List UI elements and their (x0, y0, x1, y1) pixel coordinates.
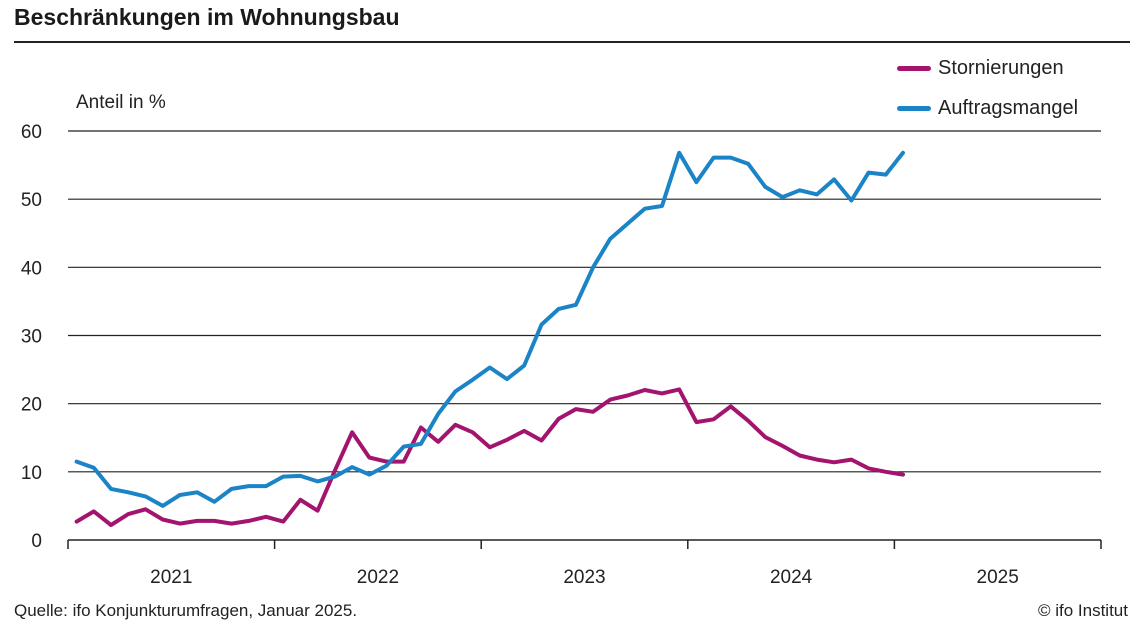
legend-swatch-auftragsmangel (897, 105, 931, 111)
x-tick-label-2023: 2023 (563, 567, 605, 588)
legend-swatch-stornierungen (897, 65, 931, 71)
y-axis-label: Anteil in % (76, 92, 166, 113)
x-tick-label-2021: 2021 (150, 567, 192, 588)
legend-label-auftragsmangel: Auftragsmangel (938, 96, 1079, 119)
copyright-note: © ifo Institut (1037, 601, 1128, 620)
title-rule (14, 41, 1130, 43)
y-tick-label-50: 50 (21, 190, 42, 211)
legend-item-stornierungen: Stornierungen (897, 48, 1078, 88)
y-tick-label-40: 40 (21, 258, 42, 279)
source-note: Quelle: ifo Konjunkturumfragen, Januar 2… (14, 601, 358, 620)
y-tick-label-0: 0 (31, 531, 42, 552)
series-line-auftragsmangel (74, 150, 905, 508)
x-tick-label-2025: 2025 (977, 567, 1019, 588)
series-line-stornierungen (74, 387, 905, 527)
y-tick-label-10: 10 (21, 463, 42, 484)
chart-title: Beschränkungen im Wohnungsbau (14, 4, 400, 30)
x-tick-label-2022: 2022 (357, 567, 399, 588)
y-tick-label-60: 60 (21, 122, 42, 143)
legend-item-auftragsmangel: Auftragsmangel (897, 88, 1078, 128)
y-tick-label-30: 30 (21, 327, 42, 348)
x-tick-label-2024: 2024 (770, 567, 813, 588)
y-tick-label-20: 20 (21, 395, 42, 416)
legend-label-stornierungen: Stornierungen (938, 56, 1064, 79)
legend: Stornierungen Auftragsmangel (897, 48, 1078, 128)
